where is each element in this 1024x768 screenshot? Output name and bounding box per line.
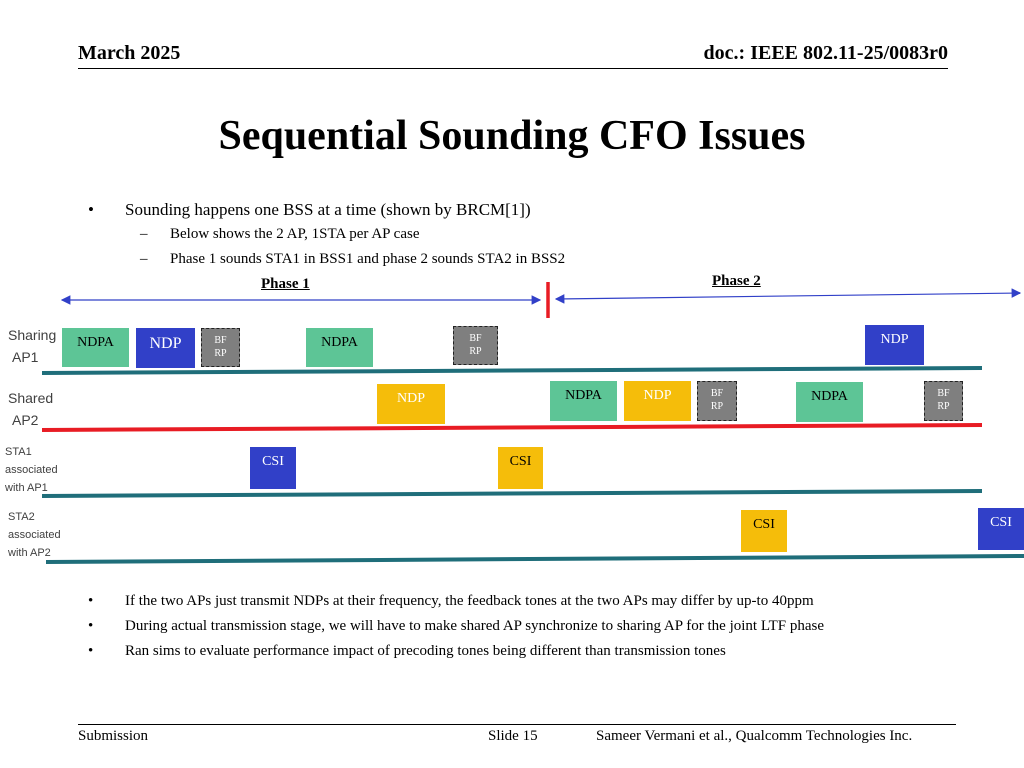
footer-submission: Submission <box>78 728 149 744</box>
sub-bullet-dash: – <box>140 251 148 267</box>
bottom-bullet-3: Ran sims to evaluate performance impact … <box>125 643 726 659</box>
bullet-dot: • <box>88 200 94 219</box>
bullet-main: Sounding happens one BSS at a time (show… <box>125 200 531 219</box>
sta2-csi-frame-blue: CSI <box>978 508 1024 550</box>
ap1-ndpa-frame-2: NDPA <box>306 328 373 367</box>
row-label-sta1: STA1 associated with AP1 <box>5 446 58 494</box>
bullet-dot: • <box>88 643 94 659</box>
ap2-ndp-frame-phase2: NDP <box>624 381 691 421</box>
bullet-dot: • <box>88 618 94 634</box>
phase2-label: Phase 2 <box>712 273 761 289</box>
sta2-timeline <box>45 554 1024 564</box>
ap2-ndpa-frame-1: NDPA <box>550 381 617 421</box>
header-date: March 2025 <box>78 42 181 64</box>
sub-bullet-1: Below shows the 2 AP, 1STA per AP case <box>170 226 420 242</box>
row-label-ap2: Shared AP2 <box>8 390 54 428</box>
header-doc-id: doc.: IEEE 802.11-25/0083r0 <box>703 42 948 64</box>
ap2-bfrp-frame-1: BF RP <box>697 381 737 421</box>
sta1-csi-frame-gold: CSI <box>498 447 543 489</box>
phase2-arrow <box>554 288 1022 304</box>
bottom-bullet-2: During actual transmission stage, we wil… <box>125 618 825 634</box>
ap1-ndp-frame: NDP <box>136 328 195 368</box>
footer-slide-number: Slide 15 <box>488 728 538 744</box>
row-label-ap1: Sharing AP1 <box>8 327 57 365</box>
ap1-bfrp-frame-2: BF RP <box>453 326 498 365</box>
row-label-sta2: STA2 associated with AP2 <box>8 511 61 559</box>
footer-rule <box>78 724 956 725</box>
ap2-timeline <box>41 423 983 432</box>
bottom-bullet-1: If the two APs just transmit NDPs at the… <box>125 593 814 609</box>
phase1-label: Phase 1 <box>261 276 310 292</box>
sta1-csi-frame-blue: CSI <box>250 447 296 489</box>
ap1-ndp-frame-phase2: NDP <box>865 325 924 365</box>
ap2-ndp-frame: NDP <box>377 384 445 424</box>
sta1-timeline <box>41 489 983 498</box>
ap2-ndpa-frame-2: NDPA <box>796 382 863 422</box>
sub-bullet-dash: – <box>140 226 148 242</box>
ap1-timeline <box>41 366 983 375</box>
bullet-dot: • <box>88 593 94 609</box>
header-rule <box>78 68 948 69</box>
sub-bullet-2: Phase 1 sounds STA1 in BSS1 and phase 2 … <box>170 251 566 267</box>
ap1-ndpa-frame-1: NDPA <box>62 328 129 367</box>
footer-authors: Sameer Vermani et al., Qualcomm Technolo… <box>596 728 913 744</box>
slide-title: Sequential Sounding CFO Issues <box>218 113 806 159</box>
ap1-bfrp-frame-1: BF RP <box>201 328 240 367</box>
sta2-csi-frame-gold: CSI <box>741 510 787 552</box>
ap2-bfrp-frame-2: BF RP <box>924 381 963 421</box>
